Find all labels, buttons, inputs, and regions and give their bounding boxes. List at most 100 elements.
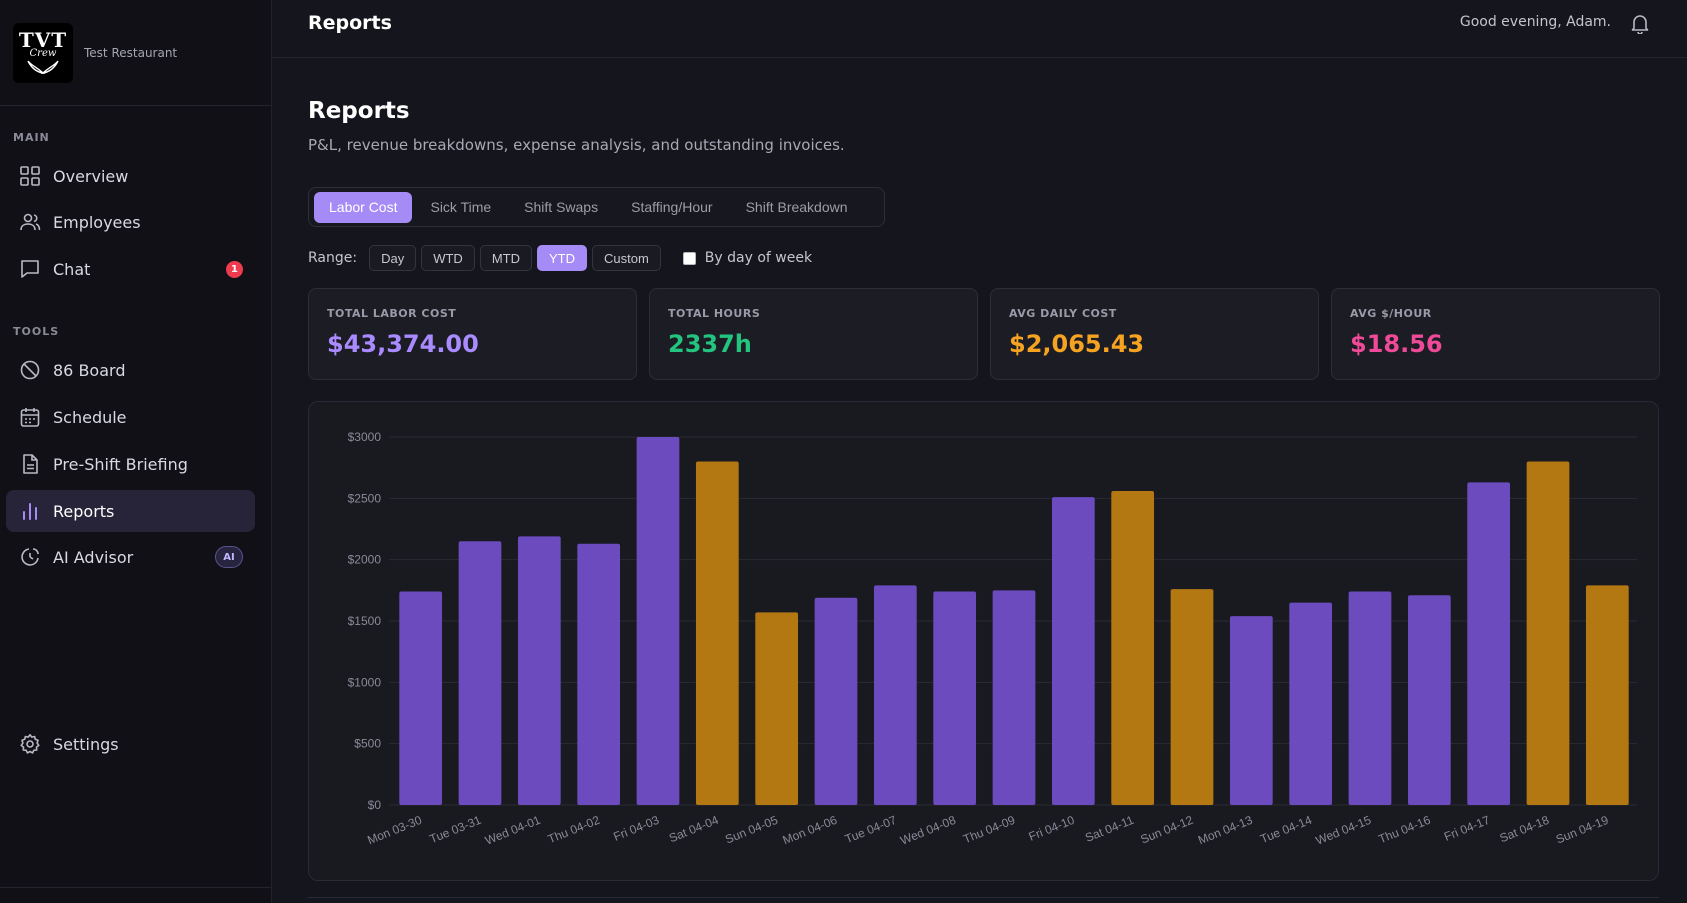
range-mtd-button[interactable]: MTD	[479, 245, 532, 271]
chart-bar	[1229, 616, 1273, 805]
y-tick-label: $3000	[348, 430, 382, 444]
stat-label: AVG $/HOUR	[1350, 307, 1432, 320]
sidebar-item-reports[interactable]: Reports	[6, 490, 255, 532]
document-icon	[19, 453, 41, 475]
sidebar-item-label: AI Advisor	[53, 547, 134, 567]
sidebar-item-settings[interactable]: Settings	[6, 723, 255, 765]
stat-label: TOTAL LABOR COST	[327, 307, 457, 320]
sidebar-divider	[0, 887, 272, 888]
x-tick-label: Mon 04-13	[1196, 813, 1255, 848]
range-label: Range:	[308, 250, 358, 266]
x-tick-label: Thu 04-09	[961, 813, 1017, 847]
y-tick-label: $2000	[348, 553, 382, 567]
next-section-edge	[308, 897, 1659, 903]
sidebar-item-label: Pre-Shift Briefing	[53, 454, 188, 474]
chart-bar	[873, 585, 917, 805]
stat-card-avg-per-hour: AVG $/HOUR $18.56	[1331, 288, 1660, 380]
ban-icon	[19, 359, 41, 381]
by-day-of-week-toggle[interactable]: By day of week	[682, 250, 812, 266]
sidebar-item-ai-advisor[interactable]: AI Advisor AI	[6, 536, 255, 578]
restaurant-name: Test Restaurant	[84, 45, 178, 60]
tab-sick-time[interactable]: Sick Time	[430, 199, 492, 215]
page-subtitle: P&L, revenue breakdowns, expense analysi…	[308, 136, 845, 154]
x-tick-label: Sat 04-11	[1083, 813, 1136, 845]
x-tick-label: Tue 04-07	[843, 813, 899, 846]
labor-cost-chart: $0 $500 $1000 $1500 $2000 $2500 $3000 Mon 03-30…	[308, 401, 1659, 881]
stat-value: $43,374.00	[327, 330, 479, 358]
y-tick-label: $0	[368, 798, 382, 812]
top-bar: Reports Good evening, Adam.	[272, 0, 1687, 58]
grid-icon	[19, 165, 41, 187]
stat-label: TOTAL HOURS	[668, 307, 761, 320]
stat-value: 2337h	[668, 330, 752, 358]
sidebar-item-86-board[interactable]: 86 Board	[6, 349, 255, 391]
sidebar-item-label: Overview	[53, 166, 129, 186]
x-tick-label: Fri 04-10	[1027, 813, 1077, 844]
chart-bar	[1111, 490, 1155, 805]
range-selector: Range: Day WTD MTD YTD Custom By day of …	[308, 245, 812, 271]
chart-bar	[1051, 497, 1095, 805]
sidebar-item-label: 86 Board	[53, 360, 126, 380]
y-tick-label: $1500	[348, 614, 382, 628]
greeting-text: Good evening, Adam.	[1459, 14, 1611, 30]
wings-icon	[27, 60, 59, 74]
chart-bar	[1407, 595, 1451, 805]
tab-shift-swaps[interactable]: Shift Swaps	[524, 199, 599, 215]
tab-labor-cost[interactable]: Labor Cost	[314, 191, 413, 223]
sidebar-item-label: Chat	[53, 259, 91, 279]
sidebar-item-label: Schedule	[53, 407, 127, 427]
stat-label: AVG DAILY COST	[1009, 307, 1117, 320]
sidebar-item-chat[interactable]: Chat 1	[6, 248, 255, 290]
x-tick-label: Sun 04-12	[1139, 813, 1196, 847]
y-tick-label: $500	[354, 737, 381, 751]
gear-icon	[19, 733, 41, 755]
sidebar-item-employees[interactable]: Employees	[6, 201, 255, 243]
chart-bar	[814, 597, 858, 805]
chart-bar	[517, 536, 561, 805]
chat-icon	[19, 258, 41, 280]
sidebar-item-pre-shift-briefing[interactable]: Pre-Shift Briefing	[6, 443, 255, 485]
chart-bar	[399, 591, 443, 805]
range-day-button[interactable]: Day	[369, 245, 417, 271]
bell-icon[interactable]	[1629, 12, 1651, 34]
chart-bar	[458, 541, 502, 805]
x-tick-label: Sat 04-18	[1498, 813, 1552, 846]
section-label-main: MAIN	[13, 131, 50, 144]
range-ytd-button[interactable]: YTD	[537, 245, 587, 271]
x-tick-label: Sat 04-04	[667, 813, 721, 846]
x-tick-label: Fri 04-17	[1442, 813, 1492, 844]
chart-bar	[1585, 585, 1629, 805]
users-icon	[19, 211, 41, 233]
sidebar-item-label: Reports	[53, 501, 115, 521]
x-tick-label: Sun 04-19	[1554, 813, 1611, 847]
stat-value: $18.56	[1350, 330, 1443, 358]
report-tabs: Labor Cost Sick Time Shift Swaps Staffin…	[308, 187, 885, 227]
x-tick-label: Sun 04-05	[723, 813, 780, 847]
stat-card-avg-daily-cost: AVG DAILY COST $2,065.43	[990, 288, 1319, 380]
stat-value: $2,065.43	[1009, 330, 1145, 358]
sidebar-item-label: Settings	[53, 734, 119, 754]
stat-card-total-labor-cost: TOTAL LABOR COST $43,374.00	[308, 288, 637, 380]
chart-bar	[1348, 591, 1392, 805]
range-custom-button[interactable]: Custom	[592, 245, 661, 271]
x-tick-label: Thu 04-16	[1376, 813, 1432, 847]
x-tick-label: Mon 04-06	[781, 813, 840, 848]
x-tick-label: Tue 04-14	[1258, 813, 1314, 846]
tab-shift-breakdown[interactable]: Shift Breakdown	[745, 199, 848, 215]
x-tick-label: Thu 04-02	[546, 813, 602, 847]
bar-chart-icon	[19, 500, 41, 522]
tab-staffing-hour[interactable]: Staffing/Hour	[631, 199, 713, 215]
sidebar-item-label: Employees	[53, 212, 141, 232]
sidebar-item-schedule[interactable]: Schedule	[6, 396, 255, 438]
page-title: Reports	[308, 98, 410, 124]
chart-bar	[933, 591, 977, 805]
advisor-icon	[19, 546, 41, 568]
brand-logo[interactable]: TVT Crew	[13, 22, 73, 83]
stat-card-total-hours: TOTAL HOURS 2337h	[649, 288, 978, 380]
range-wtd-button[interactable]: WTD	[421, 245, 475, 271]
by-day-of-week-checkbox[interactable]	[682, 251, 696, 265]
sidebar-item-overview[interactable]: Overview	[6, 155, 255, 197]
section-label-tools: TOOLS	[13, 325, 60, 338]
x-tick-label: Mon 03-30	[365, 813, 424, 848]
labor-cost-bar-chart: $0 $500 $1000 $1500 $2000 $2500 $3000 Mon 03-30…	[348, 430, 1637, 848]
